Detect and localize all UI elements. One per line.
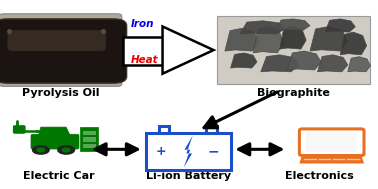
FancyBboxPatch shape	[159, 126, 169, 133]
FancyBboxPatch shape	[217, 16, 370, 84]
Text: +: +	[155, 145, 166, 158]
Polygon shape	[348, 57, 370, 72]
Text: Heat: Heat	[130, 56, 158, 65]
FancyBboxPatch shape	[0, 14, 122, 86]
FancyBboxPatch shape	[31, 134, 79, 149]
Text: Iron: Iron	[130, 19, 154, 29]
Polygon shape	[225, 28, 259, 51]
Polygon shape	[287, 51, 321, 70]
FancyBboxPatch shape	[306, 132, 357, 152]
Polygon shape	[231, 53, 257, 68]
Polygon shape	[276, 19, 310, 30]
FancyBboxPatch shape	[299, 129, 364, 156]
Polygon shape	[38, 127, 71, 138]
Polygon shape	[253, 26, 284, 53]
Polygon shape	[261, 55, 299, 72]
FancyBboxPatch shape	[0, 19, 127, 83]
FancyBboxPatch shape	[123, 37, 163, 65]
Text: −: −	[208, 144, 219, 158]
Polygon shape	[163, 26, 214, 74]
Text: Electric Car: Electric Car	[23, 171, 94, 181]
FancyBboxPatch shape	[83, 138, 96, 142]
Polygon shape	[299, 154, 364, 163]
FancyBboxPatch shape	[206, 126, 217, 133]
Text: Li-ion Battery: Li-ion Battery	[146, 171, 232, 181]
Polygon shape	[184, 136, 193, 168]
Circle shape	[58, 146, 74, 154]
Circle shape	[37, 148, 45, 152]
FancyBboxPatch shape	[146, 133, 231, 170]
Polygon shape	[240, 21, 285, 34]
FancyBboxPatch shape	[83, 131, 96, 135]
Polygon shape	[325, 19, 355, 32]
Text: Biographite: Biographite	[257, 88, 329, 98]
Text: Pyrolysis Oil: Pyrolysis Oil	[22, 88, 99, 98]
Circle shape	[33, 146, 49, 154]
Polygon shape	[310, 26, 348, 51]
Text: Electronics: Electronics	[285, 171, 354, 181]
FancyBboxPatch shape	[80, 127, 98, 150]
Polygon shape	[318, 55, 348, 72]
FancyBboxPatch shape	[14, 126, 25, 133]
Circle shape	[62, 148, 70, 152]
FancyBboxPatch shape	[83, 144, 96, 149]
Polygon shape	[280, 26, 306, 49]
FancyBboxPatch shape	[8, 30, 106, 51]
Polygon shape	[340, 32, 367, 55]
